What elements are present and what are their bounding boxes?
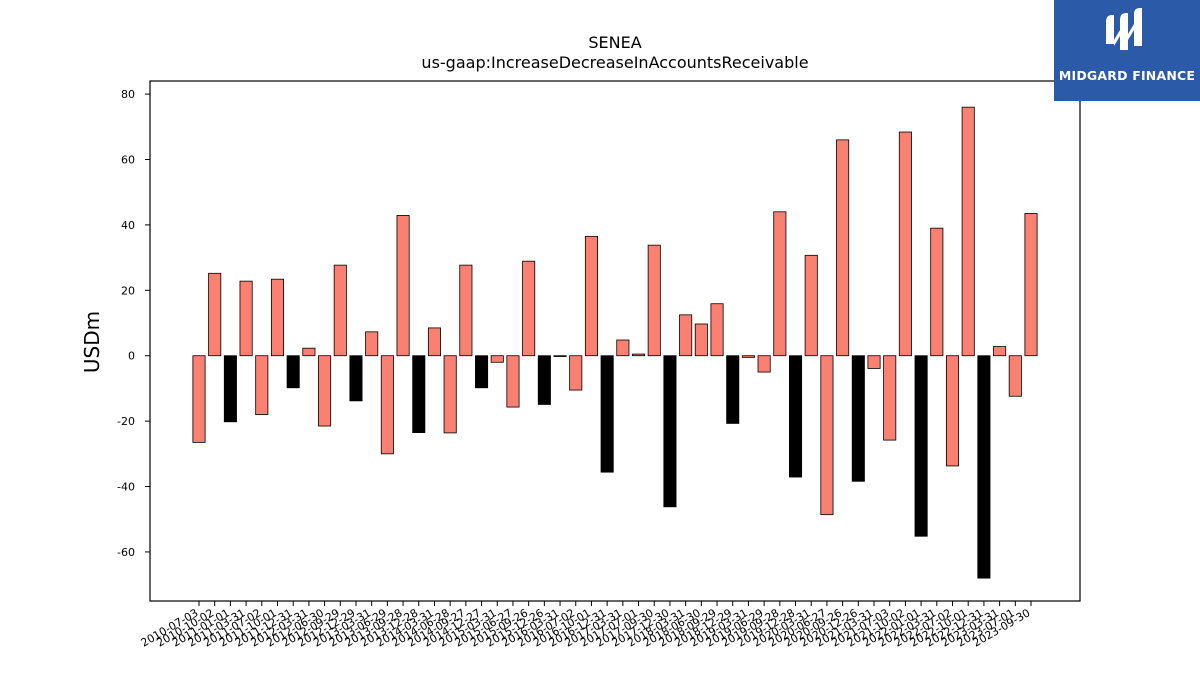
bar-2013-09-28 [396, 215, 410, 357]
y-tick-label: 80 [121, 88, 135, 101]
bar-2015-03-31 [490, 355, 504, 363]
bar-2014-12-27 [475, 355, 489, 389]
bar-2023-07-01 [1008, 355, 1022, 397]
bar-2021-07-03 [883, 355, 897, 441]
bar-2012-09-29 [333, 264, 347, 357]
bar-2016-10-01 [584, 235, 598, 357]
bar-2012-03-31 [302, 347, 316, 357]
plot-frame [149, 80, 1081, 602]
bar-2023-09-30 [1024, 213, 1038, 357]
bar-2018-12-29 [726, 355, 740, 424]
bar-2019-03-31 [741, 355, 755, 358]
bar-2010-10-02 [208, 272, 222, 357]
bar-2011-07-02 [255, 355, 269, 415]
y-tick-label: 0 [128, 350, 135, 363]
y-tick-label: -60 [117, 546, 135, 559]
chart-subtitle: us-gaap:IncreaseDecreaseInAccountsReceiv… [421, 53, 808, 72]
bar-2020-06-27 [820, 355, 834, 516]
y-tick-label: -20 [117, 415, 135, 428]
bar-2013-06-29 [380, 355, 394, 455]
bar-2017-03-31 [616, 339, 630, 357]
bar-2022-01-01 [914, 355, 928, 537]
bar-2017-07-01 [632, 353, 646, 357]
bar-2021-03-31 [867, 355, 881, 369]
y-tick-label: 20 [121, 284, 135, 297]
y-tick-label: 40 [121, 219, 135, 232]
bar-2010-07-03 [192, 355, 206, 443]
bar-2020-09-26 [836, 139, 850, 357]
bar-2022-07-02 [945, 355, 960, 467]
bar-2022-10-01 [961, 106, 975, 357]
bar-2015-09-26 [522, 260, 536, 357]
bar-2016-03-31 [553, 355, 567, 357]
bar-2017-12-30 [663, 355, 677, 508]
bar-2016-12-31 [600, 355, 614, 473]
bars-group [192, 106, 1038, 579]
bar-2015-12-26 [537, 355, 551, 405]
bar-2022-03-31 [930, 227, 944, 357]
bar-2014-09-27 [459, 264, 473, 357]
bar-2018-03-31 [679, 314, 693, 357]
y-axis: -60 -40 -20 0 20 40 60 80 [117, 88, 150, 559]
brand-name: MIDGARD FINANCE [1058, 68, 1196, 83]
bar-2011-10-01 [270, 278, 285, 357]
bar-2019-06-29 [757, 355, 771, 373]
bar-2011-01-01 [223, 355, 237, 423]
y-axis-label: USDm [80, 311, 104, 373]
bar-2018-06-30 [694, 323, 708, 357]
bar-2022-12-31 [977, 355, 991, 579]
logo-mark-icon [1106, 8, 1142, 50]
bar-2011-12-31 [286, 355, 300, 389]
x-axis: 2010-07-032010-10-022011-01-012011-03-31… [139, 601, 1033, 650]
bar-2020-03-31 [804, 254, 818, 357]
bar-2014-03-31 [427, 327, 441, 357]
bar-2021-10-02 [898, 131, 912, 357]
bar-2019-12-28 [789, 355, 803, 478]
bar-2015-06-27 [506, 355, 520, 408]
bar-2023-03-31 [993, 346, 1007, 357]
bar-2011-03-31 [239, 280, 253, 357]
y-tick-label: 60 [121, 153, 135, 166]
bar-2013-03-31 [365, 331, 379, 357]
y-tick-label: -40 [117, 481, 135, 494]
bar-2017-09-30 [647, 244, 661, 357]
bar-2012-06-30 [318, 355, 332, 427]
bar-2019-09-28 [773, 211, 787, 357]
bar-2018-09-29 [710, 303, 724, 357]
bar-2020-12-26 [851, 355, 865, 482]
bar-2012-12-29 [349, 355, 363, 402]
bar-2014-06-28 [443, 355, 457, 434]
chart-title: SENEA [588, 33, 641, 52]
bar-2013-12-28 [412, 355, 426, 433]
brand-logo: MIDGARD FINANCE [1054, 0, 1200, 101]
bar-2016-07-02 [569, 355, 583, 391]
